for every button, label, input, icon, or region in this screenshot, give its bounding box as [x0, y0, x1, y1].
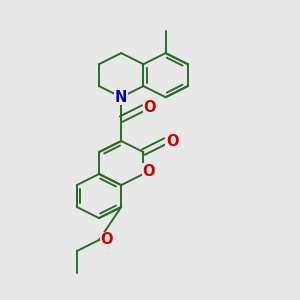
Text: O: O: [100, 232, 113, 247]
Text: O: O: [142, 164, 155, 178]
Text: O: O: [166, 134, 178, 148]
Text: N: N: [115, 90, 128, 105]
Text: O: O: [144, 100, 156, 116]
